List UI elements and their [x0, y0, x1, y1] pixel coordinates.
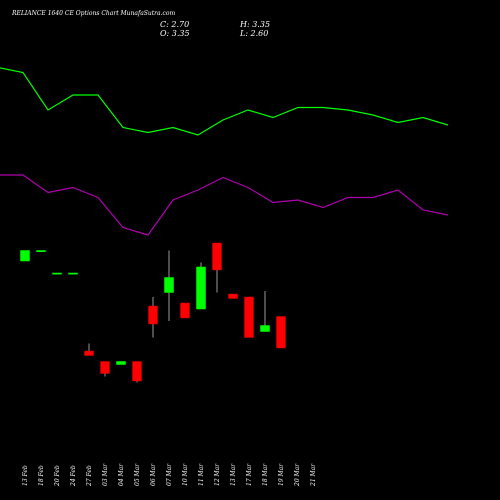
x-tick-label: 24 Feb	[70, 465, 77, 487]
x-axis-labels: 13 Feb 18 Feb 20 Feb 24 Feb 27 Feb 03 Mar 04 M…	[22, 463, 317, 487]
x-tick-label: 21 Mar	[310, 463, 317, 487]
candle-body-11	[196, 266, 206, 310]
high-value: H: 3.35	[240, 20, 271, 29]
candle-body-0	[20, 250, 30, 262]
x-tick-label: 10 Mar	[182, 463, 189, 486]
chart-title: RELIANCE 1640 CE Options Chart MunafaSut…	[12, 10, 176, 17]
x-tick-label: 27 Feb	[86, 465, 93, 487]
x-tick-label: 20 Mar	[294, 463, 301, 487]
x-tick-label: 06 Mar	[150, 463, 157, 486]
candle-body-9	[164, 277, 174, 293]
candle-body-6	[116, 361, 126, 365]
x-tick-label: 03 Mar	[102, 463, 109, 486]
candle-body-16	[276, 316, 286, 349]
x-tick-label: 13 Mar	[230, 463, 237, 486]
close-value: C: 2.70	[160, 20, 190, 29]
candle-body-2	[52, 272, 62, 275]
candle-body-12	[212, 242, 222, 271]
candle-body-1	[36, 250, 46, 252]
candle-body-13	[228, 293, 238, 299]
x-tick-label: 18 Feb	[38, 465, 45, 486]
x-tick-label: 19 Mar	[278, 463, 285, 486]
open-value: O: 3.35	[160, 29, 190, 38]
x-tick-label: 04 Mar	[118, 463, 125, 486]
indicator-lines	[0, 67, 449, 236]
candle-body-14	[244, 296, 254, 338]
low-value: L: 2.60	[240, 29, 269, 38]
candle-body-10	[180, 302, 190, 319]
lower-indicator-line	[0, 174, 449, 236]
x-tick-label: 13 Feb	[22, 465, 29, 486]
x-tick-label: 12 Mar	[214, 463, 221, 486]
x-tick-label: 17 Mar	[246, 463, 253, 486]
candle-body-4	[84, 350, 94, 356]
candles	[20, 242, 286, 383]
x-tick-label: 20 Feb	[54, 465, 61, 487]
candle-body-15	[260, 325, 270, 332]
candle-body-8	[148, 305, 158, 325]
x-tick-label: 11 Mar	[198, 463, 205, 486]
x-tick-label: 18 Mar	[262, 463, 269, 486]
x-tick-label: 07 Mar	[166, 463, 173, 486]
candle-body-7	[132, 361, 142, 382]
x-tick-label: 05 Mar	[134, 463, 141, 486]
candle-body-3	[68, 272, 78, 275]
upper-indicator-line	[0, 67, 449, 136]
candle-body-5	[100, 361, 110, 374]
